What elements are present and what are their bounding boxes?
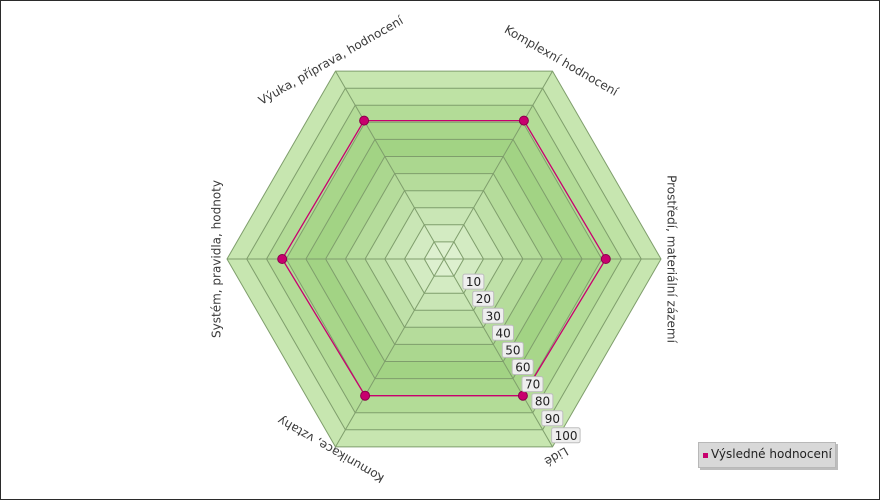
tick-label-20: 20	[476, 292, 491, 306]
tick-label-10: 10	[466, 275, 481, 289]
axis-label-4: Systém, pravidla, hodnoty	[210, 180, 224, 338]
tick-bg-40	[492, 324, 514, 341]
tick-100: 100	[551, 427, 581, 444]
data-point-3	[360, 390, 371, 401]
axis-label-1: Prostředí, materiální zázemí	[665, 175, 679, 343]
spoke-0	[443, 70, 553, 260]
tick-label-50: 50	[505, 343, 520, 357]
legend-label: Výsledné hodnocení	[711, 447, 832, 461]
radial-tick-labels: 10 20 30 40 50 60 70 80 90 100	[462, 273, 581, 444]
legend-marker	[703, 453, 708, 458]
radar-spokes	[227, 70, 661, 448]
data-point-0	[518, 115, 529, 126]
tick-label-70: 70	[525, 378, 540, 392]
data-point-4	[277, 254, 288, 264]
legend[interactable]: Výsledné hodnocení	[698, 442, 836, 468]
tick-label-100: 100	[555, 429, 578, 443]
tick-50: 50	[501, 341, 524, 358]
tick-bg-60	[511, 359, 534, 375]
tick-bg-70	[521, 376, 544, 393]
tick-10: 10	[462, 273, 485, 290]
data-point-5	[359, 115, 370, 126]
tick-20: 20	[472, 290, 495, 307]
tick-label-90: 90	[545, 412, 560, 426]
tick-bg-80	[531, 393, 554, 410]
tick-90: 90	[541, 410, 564, 427]
tick-label-60: 60	[515, 361, 530, 375]
tick-80: 80	[531, 393, 554, 410]
tick-bg-100	[551, 427, 581, 444]
data-point-1	[600, 254, 611, 264]
tick-60: 60	[511, 359, 534, 375]
tick-label-30: 30	[486, 309, 501, 323]
spoke-2	[443, 258, 553, 448]
tick-bg-10	[462, 273, 485, 290]
tick-label-40: 40	[496, 326, 511, 340]
tick-bg-20	[472, 290, 495, 307]
tick-bg-30	[482, 307, 505, 324]
tick-bg-50	[501, 341, 524, 358]
axis-label-2: Lidé	[542, 444, 571, 469]
tick-40: 40	[492, 324, 514, 341]
tick-bg-90	[541, 410, 564, 427]
tick-70: 70	[521, 376, 544, 393]
tick-label-80: 80	[535, 395, 550, 409]
data-point-2	[517, 390, 528, 401]
spoke-5	[335, 70, 445, 260]
spoke-3	[335, 258, 445, 448]
tick-30: 30	[482, 307, 505, 324]
